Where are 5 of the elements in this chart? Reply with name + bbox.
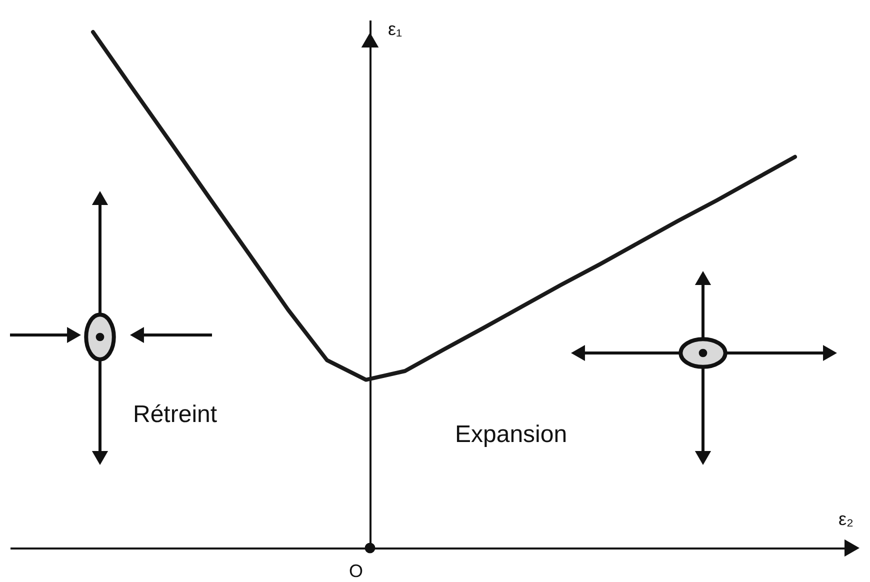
x-axis-title: ε₂	[838, 509, 854, 529]
annotation: Rétreint	[133, 401, 218, 428]
annotation: Expansion	[455, 421, 568, 448]
text: O	[348, 561, 364, 581]
y-axis-title: ε₁	[388, 19, 402, 39]
